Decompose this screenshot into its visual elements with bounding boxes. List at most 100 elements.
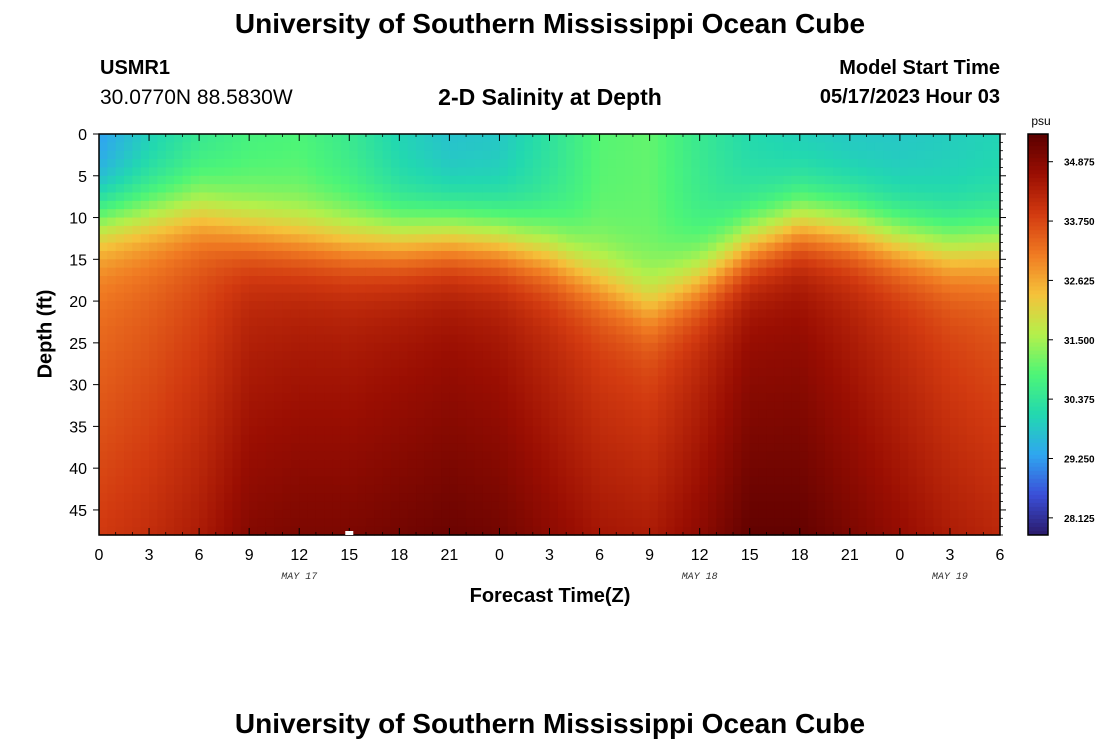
heatmap-cell bbox=[783, 301, 793, 311]
heatmap-cell bbox=[174, 217, 184, 227]
heatmap-cell bbox=[315, 384, 325, 394]
heatmap-cell bbox=[991, 459, 1001, 469]
heatmap-cell bbox=[624, 384, 634, 394]
heatmap-cell bbox=[441, 175, 450, 185]
heatmap-cell bbox=[591, 134, 601, 143]
heatmap-cell bbox=[165, 301, 175, 311]
heatmap-cell bbox=[799, 392, 809, 402]
heatmap-cell bbox=[941, 451, 951, 461]
heatmap-cell bbox=[199, 376, 209, 386]
heatmap-cell bbox=[399, 200, 409, 210]
heatmap-cell bbox=[224, 476, 234, 486]
heatmap-cell bbox=[966, 242, 976, 252]
heatmap-cell bbox=[708, 200, 717, 210]
heatmap-cell bbox=[983, 351, 993, 361]
heatmap-cell bbox=[616, 434, 626, 444]
heatmap-cell bbox=[482, 384, 492, 394]
heatmap-cell bbox=[199, 209, 209, 219]
heatmap-cell bbox=[224, 468, 234, 478]
heatmap-cell bbox=[232, 426, 242, 436]
heatmap-cell bbox=[816, 250, 826, 260]
heatmap-cell bbox=[716, 459, 726, 469]
heatmap-cell bbox=[566, 209, 576, 219]
x-axis-label: Forecast Time(Z) bbox=[469, 585, 631, 607]
heatmap-cell bbox=[791, 150, 801, 160]
heatmap-cell bbox=[991, 484, 1001, 494]
heatmap-cell bbox=[224, 409, 234, 419]
heatmap-cell bbox=[716, 342, 726, 352]
heatmap-cell bbox=[382, 351, 392, 361]
heatmap-cell bbox=[532, 142, 542, 152]
heatmap-cell bbox=[674, 334, 684, 344]
heatmap-cell bbox=[249, 284, 259, 294]
heatmap-cell bbox=[616, 225, 626, 235]
heatmap-cell bbox=[140, 175, 150, 185]
heatmap-cell bbox=[290, 209, 300, 219]
heatmap-cell bbox=[616, 501, 626, 511]
heatmap-cell bbox=[974, 200, 984, 210]
heatmap-cell bbox=[607, 284, 617, 294]
heatmap-cell bbox=[149, 359, 158, 369]
heatmap-cell bbox=[866, 484, 876, 494]
heatmap-cell bbox=[265, 309, 275, 319]
heatmap-cell bbox=[432, 326, 442, 336]
heatmap-cell bbox=[132, 267, 142, 277]
heatmap-cell bbox=[399, 334, 409, 344]
heatmap-cell bbox=[941, 484, 951, 494]
heatmap-cell bbox=[190, 334, 200, 344]
heatmap-cell bbox=[265, 242, 275, 252]
heatmap-cell bbox=[724, 509, 734, 519]
heatmap-cell bbox=[883, 476, 893, 486]
heatmap-cell bbox=[274, 192, 284, 202]
heatmap-cell bbox=[749, 267, 759, 277]
heatmap-cell bbox=[833, 284, 843, 294]
heatmap-cell bbox=[265, 259, 275, 269]
heatmap-cell bbox=[974, 225, 984, 235]
heatmap-cell bbox=[666, 484, 676, 494]
heatmap-cell bbox=[566, 184, 576, 194]
heatmap-cell bbox=[607, 217, 617, 227]
heatmap-cell bbox=[507, 484, 517, 494]
heatmap-cell bbox=[874, 493, 884, 503]
heatmap-cell bbox=[274, 142, 284, 152]
heatmap-cell bbox=[274, 351, 284, 361]
heatmap-cell bbox=[983, 317, 993, 327]
heatmap-cell bbox=[132, 209, 142, 219]
heatmap-cell bbox=[457, 409, 467, 419]
heatmap-cell bbox=[791, 342, 801, 352]
heatmap-cell bbox=[924, 217, 934, 227]
heatmap-cell bbox=[265, 518, 275, 528]
heatmap-cell bbox=[824, 443, 834, 453]
heatmap-cell bbox=[449, 242, 459, 252]
heatmap-cell bbox=[240, 493, 250, 503]
heatmap-cell bbox=[115, 384, 125, 394]
heatmap-cell bbox=[557, 217, 567, 227]
heatmap-cell bbox=[165, 317, 175, 327]
heatmap-cell bbox=[883, 334, 893, 344]
heatmap-cell bbox=[666, 493, 676, 503]
heatmap-cell bbox=[365, 476, 375, 486]
heatmap-cell bbox=[390, 334, 400, 344]
heatmap-cell bbox=[783, 192, 793, 202]
heatmap-cell bbox=[149, 225, 158, 235]
heatmap-cell bbox=[416, 359, 425, 369]
heatmap-cell bbox=[733, 159, 742, 169]
heatmap-cell bbox=[432, 142, 442, 152]
heatmap-cell bbox=[974, 501, 984, 511]
heatmap-cell bbox=[816, 459, 826, 469]
heatmap-cell bbox=[240, 518, 250, 528]
heatmap-cell bbox=[257, 409, 267, 419]
heatmap-cell bbox=[933, 443, 943, 453]
heatmap-cell bbox=[891, 443, 901, 453]
heatmap-cell bbox=[666, 209, 676, 219]
heatmap-cell bbox=[124, 142, 133, 152]
heatmap-cell bbox=[240, 434, 250, 444]
heatmap-cell bbox=[816, 409, 826, 419]
heatmap-cell bbox=[649, 309, 659, 319]
heatmap-cell bbox=[524, 334, 534, 344]
heatmap-cell bbox=[883, 426, 893, 436]
heatmap-cell bbox=[933, 225, 943, 235]
heatmap-cell bbox=[466, 418, 476, 427]
heatmap-cell bbox=[524, 468, 534, 478]
heatmap-cell bbox=[682, 476, 692, 486]
